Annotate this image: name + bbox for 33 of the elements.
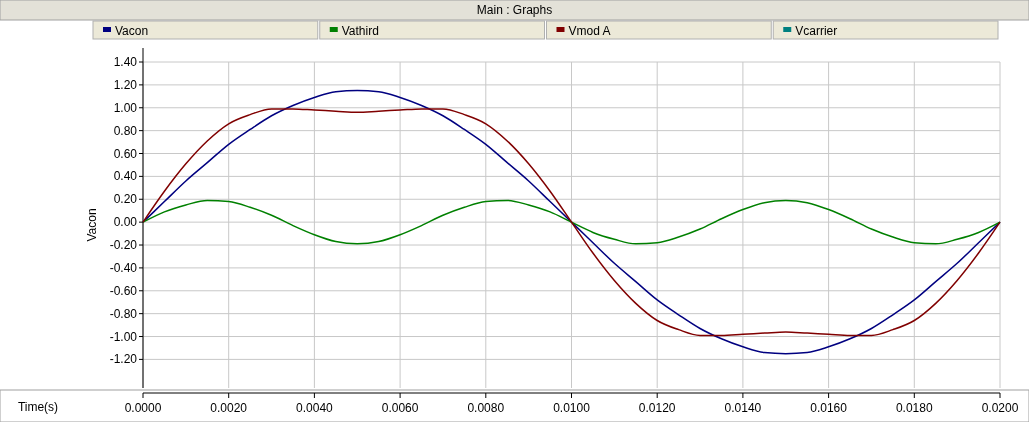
chart-title: Main : Graphs [476, 3, 553, 17]
y-tick-label: 1.20 [113, 77, 138, 92]
x-tick-label: 0.0160 [810, 401, 848, 415]
x-tick-label: 0.0180 [895, 401, 933, 415]
y-tick-label: 0.40 [113, 169, 138, 184]
y-tick-label: -0.80 [109, 306, 138, 321]
x-tick-label: 0.0060 [381, 401, 419, 415]
x-tick-label: 0.0100 [553, 401, 591, 415]
y-tick-label: -1.00 [109, 329, 138, 344]
x-tick-label: 0.0020 [210, 401, 248, 415]
y-tick-label: 1.00 [113, 100, 138, 115]
y-tick-label: 0.80 [113, 123, 138, 138]
y-tick-label: -1.20 [109, 352, 138, 367]
y-tick-label: 0.00 [113, 215, 138, 230]
x-axis-title: Time(s) [17, 400, 59, 414]
y-tick-label: -0.20 [109, 238, 138, 253]
y-tick-label: -0.40 [109, 260, 138, 275]
x-tick-label: 0.0040 [296, 401, 334, 415]
legend-label: Vcarrier [795, 24, 838, 38]
legend-label: Vacon [115, 24, 149, 38]
line-series [142, 199, 1001, 245]
x-tick-label: 0.0140 [724, 401, 762, 415]
legend-label: Vathird [341, 24, 379, 38]
x-tick-label: 0.0080 [467, 401, 505, 415]
y-tick-label: -0.60 [109, 283, 138, 298]
y-tick-label: 0.60 [113, 146, 138, 161]
y-tick-label: 0.20 [113, 192, 138, 207]
x-tick-label: 0.0200 [981, 401, 1019, 415]
x-tick-label: 0.0120 [638, 401, 676, 415]
y-tick-label: 1.40 [113, 55, 138, 69]
x-tick-label: 0.0000 [124, 401, 162, 415]
y-axis-title: Vacon [85, 208, 99, 242]
legend-label: Vmod A [568, 24, 611, 38]
